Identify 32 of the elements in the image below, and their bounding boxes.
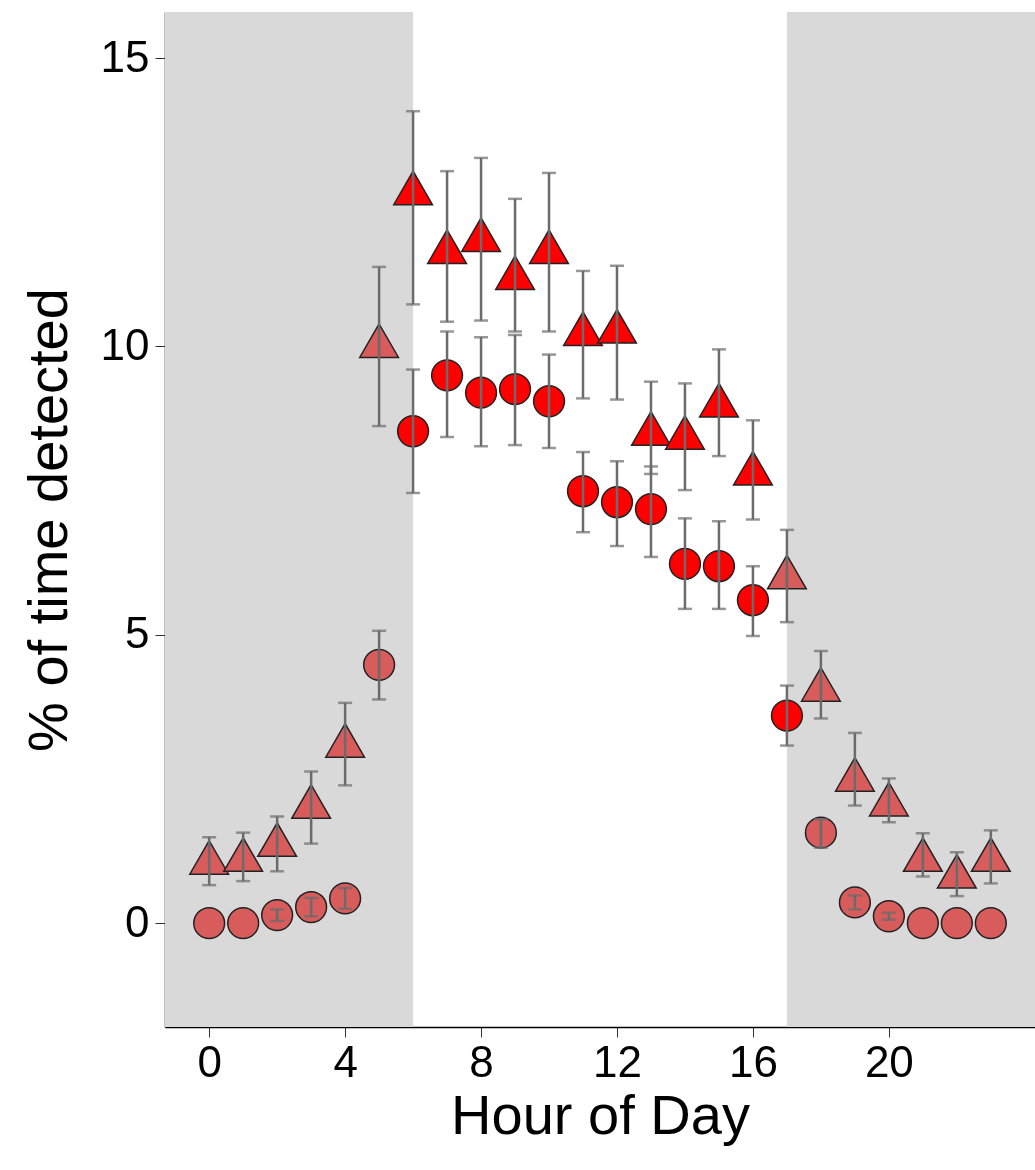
point (834, 756, 875, 792)
point (291, 783, 332, 820)
point (868, 781, 909, 817)
point (800, 666, 842, 702)
y-tick-label: 10 (100, 319, 150, 369)
point (325, 722, 366, 758)
point (430, 359, 464, 392)
y-tick-label: 5 (125, 608, 150, 658)
point (970, 837, 1011, 873)
x-tick-label: 0 (197, 1036, 222, 1086)
x-tick-label: 20 (864, 1036, 914, 1086)
point (532, 385, 566, 418)
point (634, 492, 668, 526)
y-tick-label: 0 (125, 896, 150, 946)
point (257, 822, 298, 858)
point (498, 373, 532, 406)
point (936, 853, 977, 889)
point (600, 486, 634, 519)
y-axis-title: % of time detected (15, 288, 79, 752)
point (770, 699, 804, 732)
point (396, 415, 430, 448)
point (736, 584, 770, 617)
point (668, 547, 702, 581)
point (566, 475, 600, 508)
point (223, 837, 264, 873)
point (766, 554, 808, 590)
x-tick-label: 4 (333, 1036, 358, 1086)
y-tick-label: 15 (100, 31, 150, 81)
point (702, 550, 736, 583)
point (902, 837, 943, 873)
point (464, 376, 498, 409)
point (358, 323, 400, 359)
